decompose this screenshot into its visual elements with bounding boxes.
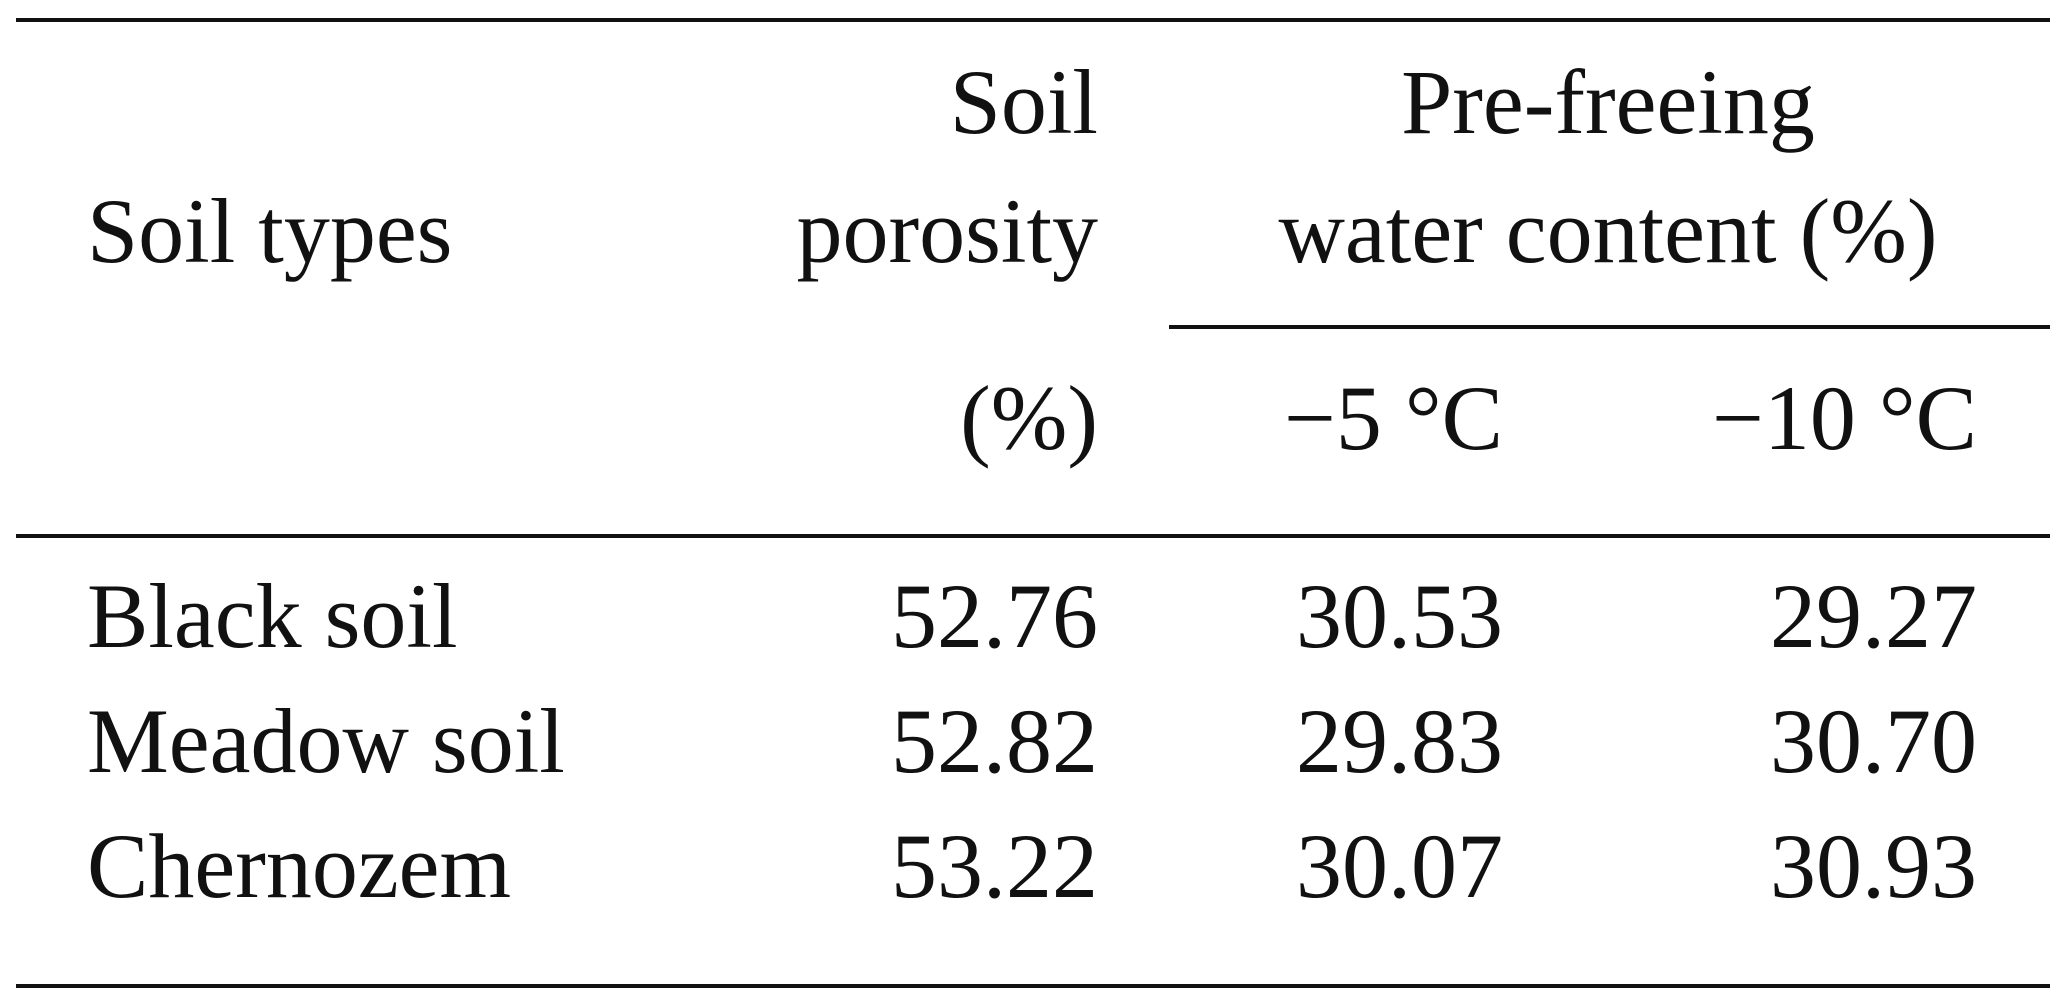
header-cell: Soil	[950, 51, 1098, 153]
cell: 29.83	[1296, 690, 1503, 792]
header-cell: Pre-freeing	[1401, 51, 1815, 153]
header-cell: porosity	[796, 180, 1098, 282]
header-cell: −5 °C	[1284, 367, 1503, 469]
header-cell: Soil types	[87, 180, 452, 282]
cell: 29.27	[1770, 565, 1977, 667]
cell: 30.53	[1296, 565, 1503, 667]
header-cell: (%)	[960, 367, 1098, 469]
row-label: Black soil	[87, 565, 458, 667]
cell: 30.70	[1770, 690, 1977, 792]
row-label: Meadow soil	[87, 690, 565, 792]
row-label: Chernozem	[87, 815, 511, 917]
cell: 30.93	[1770, 815, 1977, 917]
cell: 52.76	[891, 565, 1098, 667]
table-body: Black soil 52.76 30.53 29.27 Meadow soil 52.8…	[87, 565, 1977, 917]
cell: 52.82	[891, 690, 1098, 792]
cell: 30.07	[1296, 815, 1503, 917]
header-cell: −10 °C	[1712, 367, 1977, 469]
header-cell: water content (%)	[1278, 180, 1937, 282]
cell: 53.22	[891, 815, 1098, 917]
